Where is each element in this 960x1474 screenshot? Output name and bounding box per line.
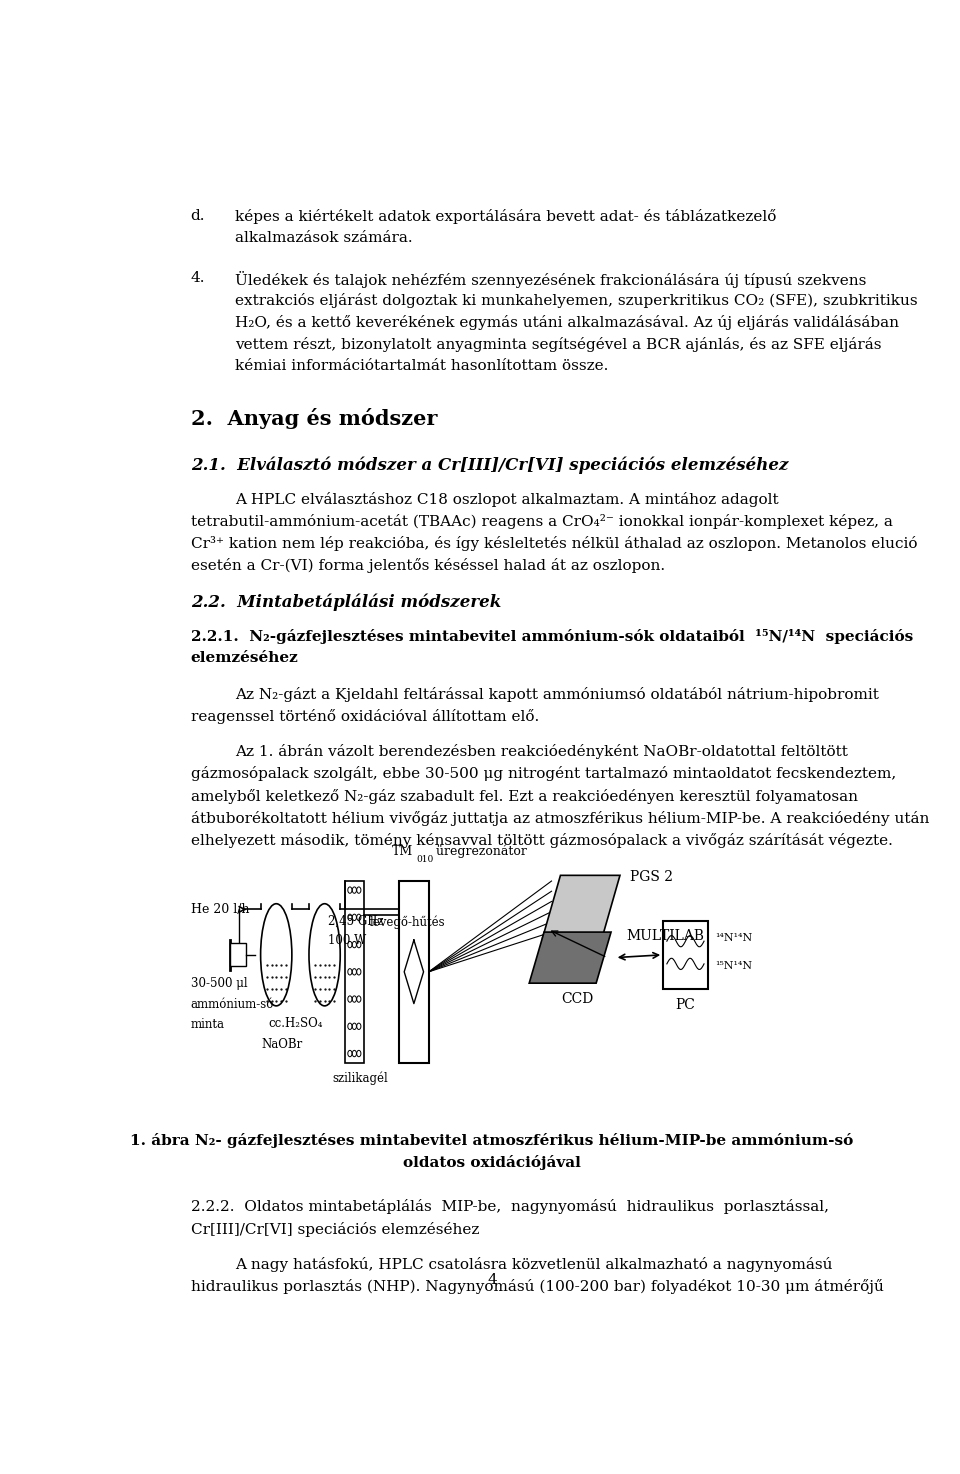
- Text: CCD: CCD: [562, 992, 593, 1007]
- Text: amelyből keletkező N₂-gáz szabadult fel. Ezt a reakcióedényen keresztül folyamat: amelyből keletkező N₂-gáz szabadult fel.…: [191, 789, 857, 803]
- Text: hidraulikus porlasztás (NHP). Nagynyomású (100-200 bar) folyadékot 10-30 μm átmé: hidraulikus porlasztás (NHP). Nagynyomás…: [191, 1279, 883, 1294]
- Text: esetén a Cr-(VI) forma jelentős késéssel halad át az oszlopon.: esetén a Cr-(VI) forma jelentős késéssel…: [191, 559, 665, 573]
- Text: elemzéséhez: elemzéséhez: [191, 652, 299, 665]
- Text: tetrabutil-ammónium-acetát (TBAAc) reagens a CrO₄²⁻ ionokkal ionpár-komplexet ké: tetrabutil-ammónium-acetát (TBAAc) reage…: [191, 514, 893, 529]
- Ellipse shape: [260, 904, 292, 1005]
- Text: d.: d.: [191, 209, 205, 223]
- Text: 1. ábra N₂- gázfejlesztéses mintabevitel atmoszférikus hélium-MIP-be ammónium-só: 1. ábra N₂- gázfejlesztéses mintabevitel…: [131, 1134, 853, 1148]
- Text: extrakciós eljárást dolgoztak ki munkahelyemen, szuperkritikus CO₂ (SFE), szubkr: extrakciós eljárást dolgoztak ki munkahe…: [235, 293, 918, 308]
- Text: 2.2.  Mintabetáplálási módszerek: 2.2. Mintabetáplálási módszerek: [191, 594, 501, 612]
- Text: vettem részt, bizonylatolt anyagminta segítségével a BCR ajánlás, és az SFE eljá: vettem részt, bizonylatolt anyagminta se…: [235, 338, 882, 352]
- Polygon shape: [529, 932, 611, 983]
- Text: ¹⁵N¹⁴N: ¹⁵N¹⁴N: [715, 961, 753, 971]
- Text: üregrezonátor: üregrezonátor: [432, 845, 527, 858]
- Text: 2.1.  Elválasztó módszer a Cr[III]/Cr[VI] speciációs elemzéséhez: 2.1. Elválasztó módszer a Cr[III]/Cr[VI]…: [191, 457, 788, 475]
- Text: alkalmazások számára.: alkalmazások számára.: [235, 231, 413, 245]
- Text: Az N₂-gázt a Kjeldahl feltárással kapott ammóniumsó oldatából nátrium-hipobromit: Az N₂-gázt a Kjeldahl feltárással kapott…: [235, 687, 879, 702]
- Text: PGS 2: PGS 2: [630, 870, 673, 884]
- Text: 2.  Anyag és módszer: 2. Anyag és módszer: [191, 408, 437, 429]
- Text: 30-500 μl: 30-500 μl: [191, 977, 248, 991]
- Text: minta: minta: [191, 1019, 225, 1032]
- Polygon shape: [542, 876, 620, 937]
- Bar: [230, 943, 247, 965]
- Text: 2.2.1.  N₂-gázfejlesztéses mintabevitel ammónium-sók oldataiból  ¹⁵N/¹⁴N  speciá: 2.2.1. N₂-gázfejlesztéses mintabevitel a…: [191, 629, 913, 644]
- Text: képes a kiértékelt adatok exportálására bevett adat- és táblázatkezelő: képes a kiértékelt adatok exportálására …: [235, 209, 777, 224]
- Text: kémiai információtartalmát hasonlítottam össze.: kémiai információtartalmát hasonlítottam…: [235, 360, 609, 373]
- Text: A nagy hatásfokú, HPLC csatolásra közvetlenül alkalmazható a nagynyomású: A nagy hatásfokú, HPLC csatolásra közvet…: [235, 1257, 833, 1272]
- Text: cc.H₂SO₄: cc.H₂SO₄: [269, 1017, 324, 1030]
- Text: Cr[III]/Cr[VI] speciációs elemzéséhez: Cr[III]/Cr[VI] speciációs elemzéséhez: [191, 1222, 479, 1237]
- Text: Az 1. ábrán vázolt berendezésben reakcióedényként NaOBr-oldatottal feltöltött: Az 1. ábrán vázolt berendezésben reakció…: [235, 744, 849, 759]
- Text: TM: TM: [392, 845, 413, 858]
- Text: He 20 l/h: He 20 l/h: [191, 904, 250, 915]
- Bar: [399, 881, 429, 1063]
- Text: A HPLC elválasztáshoz C18 oszlopot alkalmaztam. A mintához adagolt: A HPLC elválasztáshoz C18 oszlopot alkal…: [235, 492, 779, 507]
- Text: 100 W: 100 W: [328, 935, 367, 948]
- Bar: [663, 921, 708, 989]
- Text: átbuborékoltatott hélium vivőgáz juttatja az atmoszférikus hélium-MIP-be. A reak: átbuborékoltatott hélium vivőgáz juttatj…: [191, 811, 929, 825]
- Text: oldatos oxidációjával: oldatos oxidációjával: [403, 1156, 581, 1170]
- Text: szilikagél: szilikagél: [332, 1072, 388, 1085]
- Text: levegő-hűtés: levegő-hűtés: [370, 915, 444, 929]
- Text: 010: 010: [416, 855, 433, 864]
- Text: Üledékek és talajok nehézfém szennyezésének frakcionálására új típusú szekvens: Üledékek és talajok nehézfém szennyezésé…: [235, 271, 867, 287]
- Text: PC: PC: [676, 998, 695, 1013]
- Text: 2.2.2.  Oldatos mintabetáplálás  MIP-be,  nagynyomású  hidraulikus  porlasztássa: 2.2.2. Oldatos mintabetáplálás MIP-be, n…: [191, 1200, 828, 1215]
- Text: 4.: 4.: [191, 271, 205, 284]
- Text: ¹⁴N¹⁴N: ¹⁴N¹⁴N: [715, 933, 753, 943]
- Text: NaOBr: NaOBr: [261, 1038, 302, 1051]
- Text: 4: 4: [487, 1274, 497, 1287]
- Text: MULTILAB: MULTILAB: [626, 929, 704, 943]
- Text: 2,45 GHz: 2,45 GHz: [328, 915, 384, 929]
- Text: Cr³⁺ kation nem lép reakcióba, és így késleltetés nélkül áthalad az oszlopon. Me: Cr³⁺ kation nem lép reakcióba, és így ké…: [191, 537, 917, 551]
- Text: reagenssel történő oxidációval állítottam elő.: reagenssel történő oxidációval állította…: [191, 709, 539, 724]
- Bar: [345, 881, 364, 1063]
- Text: ammónium-só: ammónium-só: [191, 998, 274, 1011]
- Text: gázmosópalack szolgált, ebbe 30-500 μg nitrogént tartalmazó mintaoldatot fecsken: gázmosópalack szolgált, ebbe 30-500 μg n…: [191, 766, 896, 781]
- Text: elhelyezett második, tömény kénsavval töltött gázmosópalack a vivőgáz szárítását: elhelyezett második, tömény kénsavval tö…: [191, 833, 893, 848]
- Text: H₂O, és a kettő keverékének egymás utáni alkalmazásával. Az új eljárás validálás: H₂O, és a kettő keverékének egymás utáni…: [235, 315, 900, 330]
- Ellipse shape: [309, 904, 340, 1005]
